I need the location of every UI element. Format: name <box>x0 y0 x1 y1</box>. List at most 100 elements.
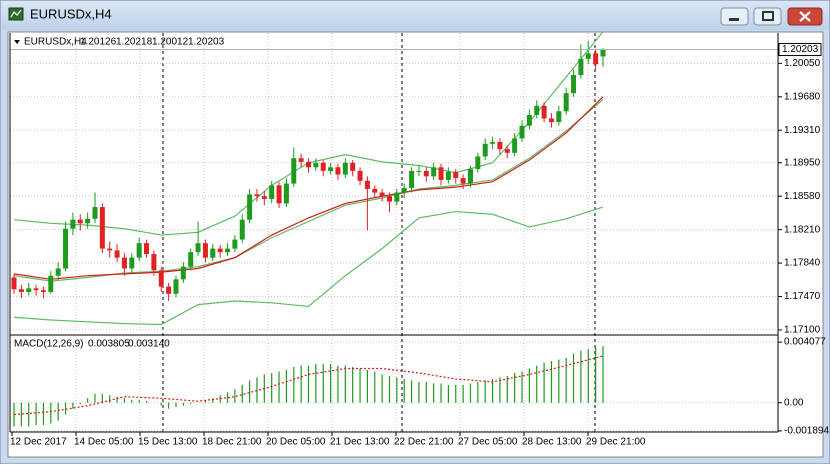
candle-body <box>217 248 223 253</box>
candle-body <box>585 53 591 59</box>
candle-body <box>490 141 496 144</box>
y-tick-label: 1.19310 <box>784 125 821 136</box>
candle-body <box>423 170 429 177</box>
candle-body <box>497 141 503 150</box>
candle-body <box>335 167 341 175</box>
overlay-line <box>13 206 604 326</box>
candle-body <box>445 171 451 180</box>
candle-body <box>247 194 253 220</box>
candle-body <box>85 218 91 224</box>
candle-body <box>33 288 39 291</box>
candle-body <box>482 143 488 157</box>
x-tick-label: 22 Dec 21:00 <box>394 437 454 448</box>
candle-body <box>313 162 319 168</box>
candle-body <box>158 270 164 287</box>
x-tick-label: 21 Dec 13:00 <box>330 437 390 448</box>
candle-body <box>394 192 400 202</box>
candle-body <box>306 161 311 168</box>
candle-body <box>55 268 61 276</box>
candle-body <box>99 207 105 249</box>
candle-body <box>556 111 562 123</box>
low-value: 1.20012 <box>152 37 189 48</box>
candle-body <box>48 275 54 292</box>
window-icon-line <box>10 9 22 18</box>
candle-body <box>401 188 407 193</box>
candle-body <box>239 219 245 240</box>
x-tick-label: 29 Dec 21:00 <box>586 437 646 448</box>
candle-body <box>593 53 599 65</box>
candle-body <box>512 138 518 153</box>
x-tick-label: 18 Dec 21:00 <box>202 437 262 448</box>
candle-body <box>77 219 83 224</box>
close-button[interactable] <box>787 7 823 26</box>
candle-body <box>504 149 510 153</box>
candle-body <box>548 118 554 123</box>
candle-body <box>188 252 194 267</box>
candle-body <box>467 169 473 184</box>
candle-body <box>386 196 392 202</box>
candle-body <box>409 170 415 189</box>
candle-body <box>232 239 238 249</box>
macd-value: 0.003805 <box>88 339 130 350</box>
candle-body <box>298 158 304 162</box>
candle-body <box>372 188 378 193</box>
signal-value: 0.003140 <box>128 339 170 350</box>
candle-body <box>144 243 150 255</box>
candle-body <box>151 254 157 271</box>
y-tick-label: 1.19680 <box>784 91 821 102</box>
candle-body <box>526 114 532 126</box>
candle-body <box>261 196 267 199</box>
candle-body <box>328 167 334 171</box>
symbol-label: EURUSDx,H4 <box>24 37 87 48</box>
candle-body <box>40 290 46 292</box>
candle-body <box>225 248 231 253</box>
candle-body <box>563 93 569 112</box>
current-price-tag <box>778 43 822 57</box>
x-tick-label: 27 Dec 05:00 <box>458 437 518 448</box>
x-tick-label: 20 Dec 05:00 <box>266 437 326 448</box>
title-bar <box>1 1 829 30</box>
candle-body <box>416 170 422 172</box>
candle-body <box>357 170 363 181</box>
candle-body <box>70 219 76 229</box>
current-price-label: 1.20203 <box>782 44 819 55</box>
candle-body <box>475 156 481 170</box>
candle-body <box>254 194 260 197</box>
candle-body <box>571 75 577 94</box>
candle-body <box>320 162 326 171</box>
y-tick-label: 1.18210 <box>784 224 821 235</box>
candle-body <box>578 58 584 76</box>
minimize-button[interactable] <box>720 7 749 26</box>
y-tick-label: 1.17470 <box>784 291 821 302</box>
y-tick-label: -0.001894 <box>784 426 829 437</box>
candle-body <box>364 180 370 189</box>
candle-body <box>107 248 113 251</box>
x-tick-label: 28 Dec 13:00 <box>522 437 582 448</box>
candle-body <box>18 289 24 292</box>
x-tick-label: 12 Dec 2017 <box>10 437 67 448</box>
candle-body <box>342 162 348 175</box>
overlay-line <box>13 96 604 280</box>
signal-line <box>13 355 604 416</box>
restore-button[interactable] <box>753 7 782 26</box>
y-tick-label: 1.17100 <box>784 325 821 336</box>
candle-body <box>173 279 179 294</box>
macd-title: MACD(12,26,9) <box>14 339 83 350</box>
candle-body <box>600 49 606 57</box>
candle-body <box>210 248 216 258</box>
high-value: 1.20218 <box>116 37 153 48</box>
candle-body <box>283 183 289 204</box>
candle-body <box>460 178 466 184</box>
open-value: 1.20126 <box>80 37 117 48</box>
candle-body <box>453 171 459 179</box>
candle-body <box>269 185 275 199</box>
candle-body <box>11 277 17 290</box>
plot-layer <box>10 31 778 432</box>
candle-body <box>195 243 201 253</box>
candle-body <box>350 162 356 171</box>
y-tick-label: 0.00 <box>784 397 804 408</box>
x-tick-label: 14 Dec 05:00 <box>74 437 134 448</box>
candle-body <box>276 185 282 204</box>
